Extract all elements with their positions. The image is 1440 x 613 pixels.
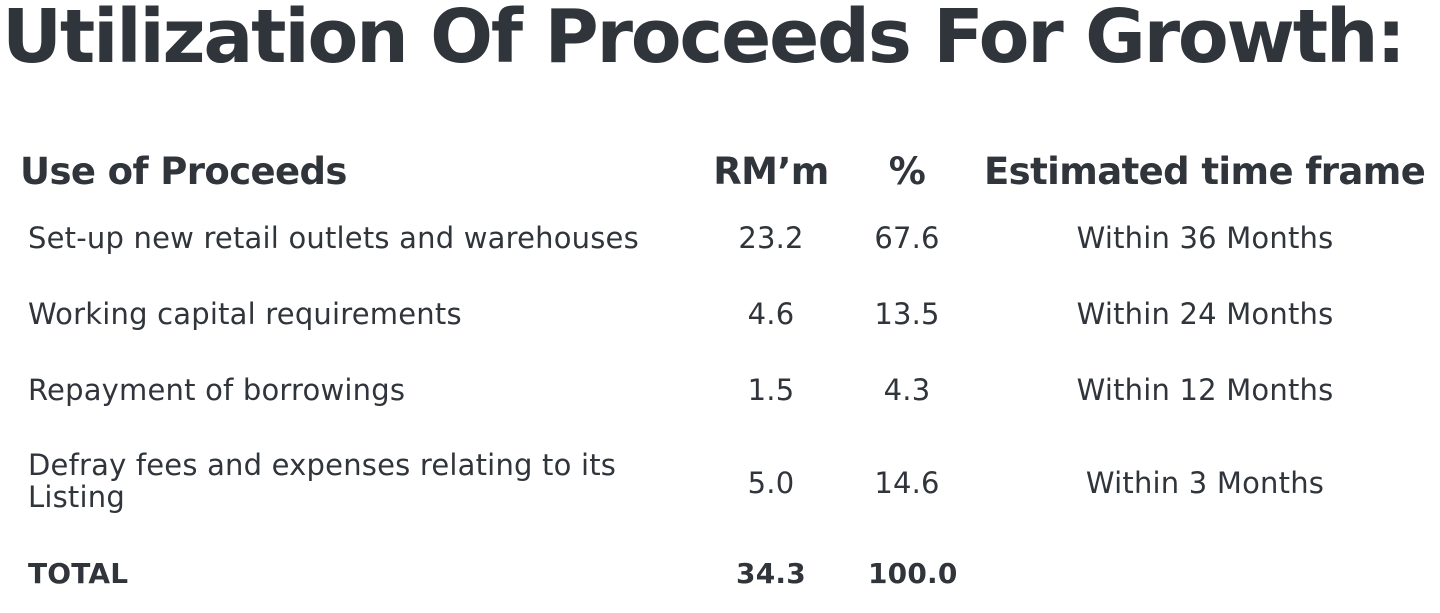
total-row: TOTAL 34.3 100.0 bbox=[0, 557, 1440, 593]
percent-cell: 4.3 bbox=[883, 373, 931, 407]
rm-cell: 1.5 bbox=[747, 373, 795, 407]
table-row: Defray fees and expenses relating to its… bbox=[0, 449, 1440, 521]
time-frame-cell: Within 24 Months bbox=[1076, 297, 1334, 331]
time-frame-cell: Within 12 Months bbox=[1076, 373, 1334, 407]
header-rm-millions: RM’m bbox=[713, 150, 829, 193]
header-use-of-proceeds: Use of Proceeds bbox=[20, 150, 347, 193]
time-frame-cell: Within 36 Months bbox=[1076, 221, 1334, 255]
use-cell: Defray fees and expenses relating to its… bbox=[28, 448, 617, 514]
table-row: Repayment of borrowings 1.5 4.3 Within 1… bbox=[0, 373, 1440, 413]
rm-cell: 23.2 bbox=[738, 221, 804, 255]
total-percent-value: 100.0 bbox=[868, 557, 958, 590]
use-cell: Set-up new retail outlets and warehouses bbox=[28, 221, 639, 255]
percent-cell: 67.6 bbox=[874, 221, 940, 255]
percent-cell: 14.6 bbox=[874, 466, 940, 500]
page-title: Utilization Of Proceeds For Growth: bbox=[2, 0, 1406, 80]
header-estimated-time-frame: Estimated time frame bbox=[984, 150, 1426, 193]
rm-cell: 4.6 bbox=[747, 297, 795, 331]
percent-cell: 13.5 bbox=[874, 297, 940, 331]
rm-cell: 5.0 bbox=[747, 466, 795, 500]
use-cell: Repayment of borrowings bbox=[28, 373, 406, 407]
time-frame-cell: Within 3 Months bbox=[1085, 466, 1325, 500]
total-label: TOTAL bbox=[28, 557, 129, 590]
table-row: Working capital requirements 4.6 13.5 Wi… bbox=[0, 297, 1440, 337]
total-rm-value: 34.3 bbox=[736, 557, 806, 590]
table-row: Set-up new retail outlets and warehouses… bbox=[0, 221, 1440, 261]
header-percent: % bbox=[888, 150, 926, 193]
use-cell: Working capital requirements bbox=[28, 297, 462, 331]
